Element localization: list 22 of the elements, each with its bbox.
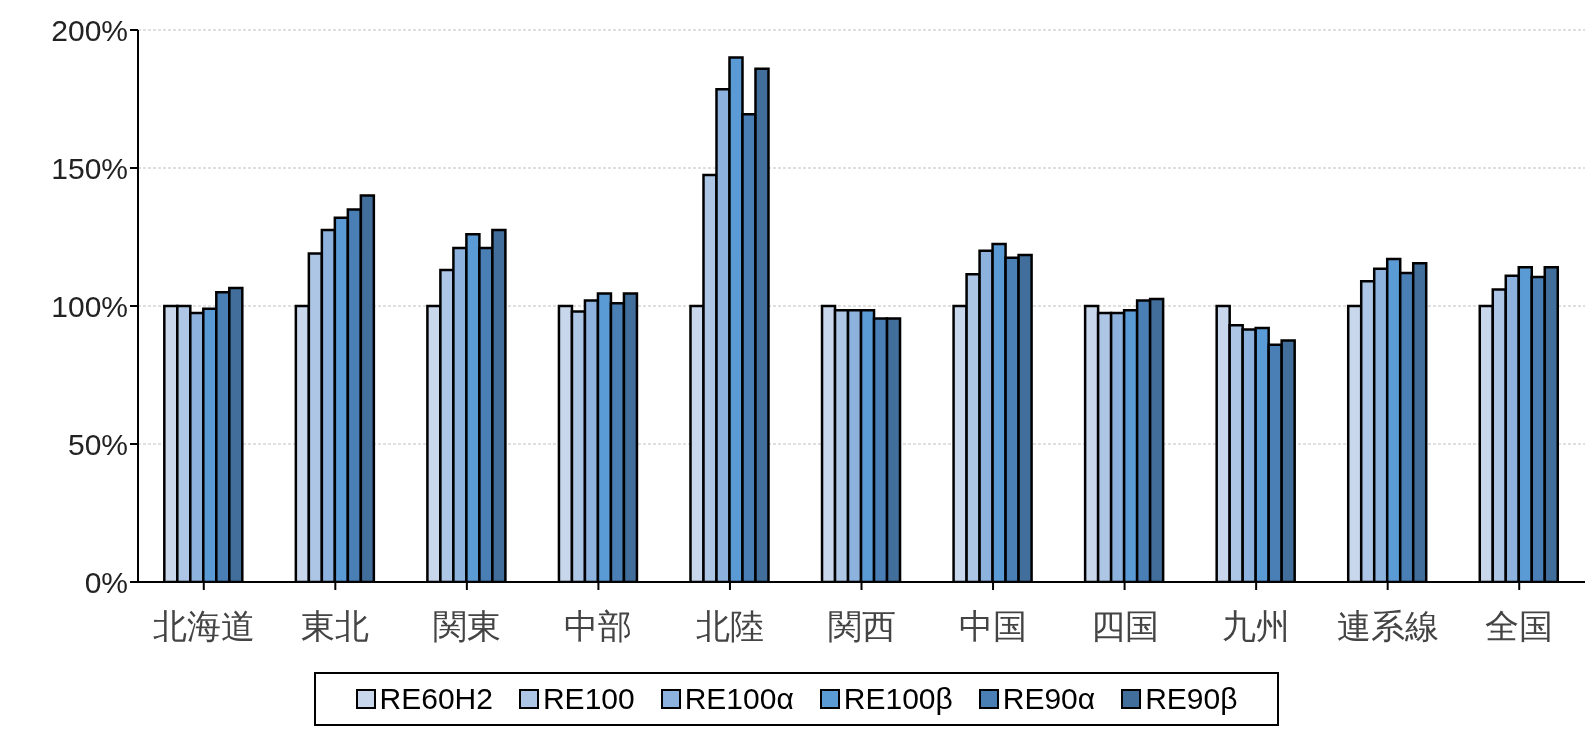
legend-label: RE100α [683, 682, 794, 716]
x-tick-label: 九州 [1222, 607, 1291, 646]
x-tick-label: 関東 [432, 607, 501, 646]
legend-label: RE60H2 [378, 682, 493, 716]
x-tick-label: 四国 [1090, 607, 1159, 646]
y-tick-label: 100% [51, 289, 128, 323]
legend-label: RE100β [842, 682, 953, 716]
x-tick-label: 中部 [564, 607, 633, 646]
x-tick-label: 中国 [959, 607, 1028, 646]
x-tick-label: 北海道 [152, 607, 255, 646]
legend-label: RE90α [1001, 682, 1096, 716]
y-tick-label: 50% [67, 427, 128, 461]
x-tick-label: 全国 [1485, 607, 1554, 646]
x-tick-label: 北陸 [695, 607, 764, 646]
legend-label: RE100 [541, 682, 635, 716]
x-tick-label: 東北 [301, 607, 370, 646]
x-tick-label: 連系線 [1336, 607, 1439, 646]
x-tick-label: 関西 [827, 607, 896, 646]
y-tick-label: 150% [51, 151, 128, 185]
legend-label: RE90β [1144, 682, 1238, 716]
y-tick-label: 200% [51, 13, 128, 47]
y-tick-label: 0% [84, 565, 128, 599]
